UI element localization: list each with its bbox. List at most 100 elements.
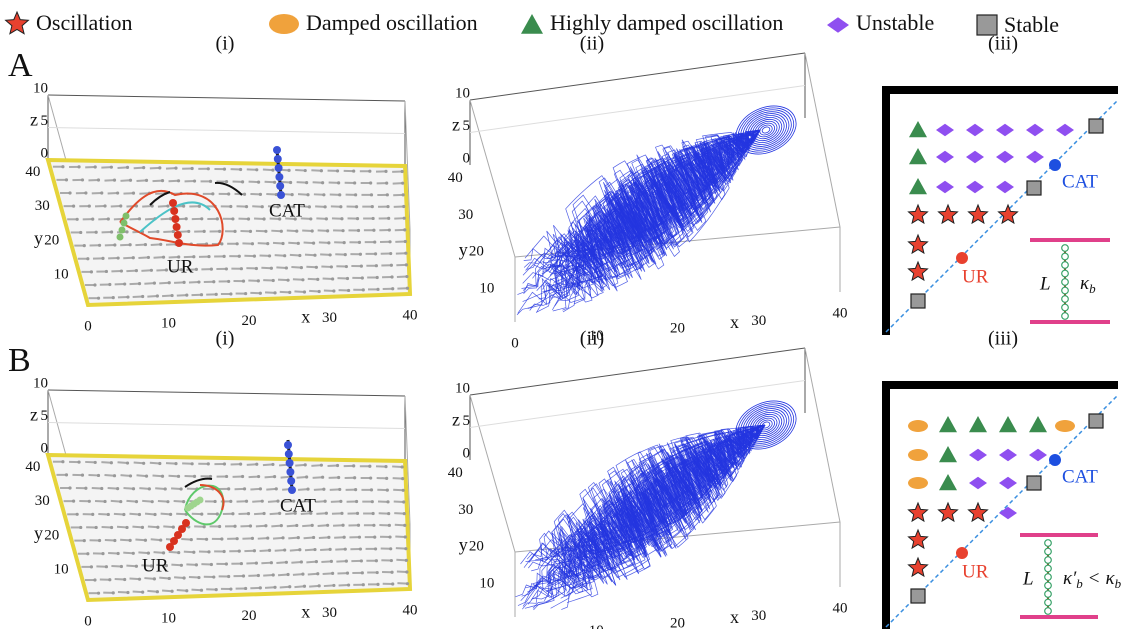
field-head <box>354 205 359 209</box>
field-head <box>239 561 243 566</box>
field-head <box>314 265 318 269</box>
field-head <box>279 229 283 233</box>
field-head <box>299 560 303 564</box>
limit-cycle <box>735 400 797 450</box>
field-head <box>141 590 145 594</box>
field-arrow <box>392 465 403 468</box>
field-head <box>402 500 406 504</box>
dot <box>122 212 130 220</box>
field-head <box>390 275 394 279</box>
field-head <box>93 283 97 287</box>
field-head <box>337 475 341 480</box>
field-head <box>96 473 101 478</box>
field-head <box>307 205 312 209</box>
field-head <box>273 585 277 589</box>
box-edge <box>404 100 411 230</box>
field-arrow <box>147 525 158 529</box>
diamond-marker <box>1029 448 1047 462</box>
field-head <box>241 574 246 578</box>
field-head <box>271 573 275 577</box>
square-marker <box>1026 180 1042 196</box>
bead <box>1061 261 1069 269</box>
field-head <box>242 192 247 196</box>
field-arrow <box>136 179 147 182</box>
field-head <box>386 500 390 504</box>
square-marker <box>910 588 926 604</box>
field-head <box>93 165 97 169</box>
label: y <box>459 534 468 554</box>
field-head <box>391 582 395 586</box>
field-arrow <box>104 474 115 477</box>
field-head <box>354 193 358 197</box>
field-head <box>125 230 129 234</box>
diagonal <box>885 99 1119 333</box>
field-head <box>204 537 209 541</box>
star-marker <box>967 203 989 225</box>
field-arrow <box>307 277 318 281</box>
limit-cycle <box>742 111 790 149</box>
field-head <box>106 512 110 517</box>
field-head <box>80 473 85 477</box>
field-head <box>111 591 115 595</box>
trajectory <box>523 129 761 261</box>
limit-cycle <box>749 412 783 438</box>
label: (ii) <box>580 33 604 55</box>
label: 5 <box>41 408 49 424</box>
field-arrow <box>312 476 323 479</box>
label: 0 <box>84 613 92 629</box>
field-head <box>331 571 335 575</box>
label: 40 <box>25 459 40 475</box>
field-arrow <box>183 550 194 554</box>
field-head <box>218 524 222 529</box>
field-head <box>227 279 231 284</box>
field-head <box>159 538 163 542</box>
field-head <box>109 230 114 234</box>
field-head <box>77 165 81 169</box>
field-arrow <box>191 588 202 592</box>
field-head <box>373 535 377 539</box>
ellipse-marker <box>908 420 928 432</box>
field-head <box>126 295 130 299</box>
field-head <box>354 499 359 504</box>
field-arrow <box>141 269 152 272</box>
label: z <box>452 410 460 430</box>
field-arrow <box>269 512 280 516</box>
field-head <box>108 282 112 287</box>
field-head <box>212 280 216 284</box>
diamond-marker <box>966 123 984 137</box>
field-arrow <box>173 500 184 503</box>
field-head <box>233 524 237 528</box>
ellipse-marker <box>908 477 928 489</box>
field-head <box>86 257 90 261</box>
field-head <box>231 217 235 221</box>
field-head <box>290 193 294 197</box>
field-arrow <box>123 551 134 555</box>
field-head <box>182 500 186 504</box>
label: UR <box>962 561 989 582</box>
field-head <box>354 488 358 492</box>
field-head <box>266 536 270 540</box>
field-head <box>332 289 336 293</box>
label: (i) <box>216 33 235 55</box>
field-head <box>298 548 302 552</box>
label: z <box>30 405 38 425</box>
field-arrow <box>285 512 296 516</box>
field-head <box>244 204 249 209</box>
field-head <box>321 475 325 479</box>
diamond-marker <box>966 150 984 164</box>
field-head <box>344 264 348 269</box>
field-head <box>167 281 171 285</box>
dot <box>120 219 128 227</box>
field-head <box>122 512 126 517</box>
trajectory <box>543 424 766 601</box>
field-arrow <box>135 243 146 247</box>
field-head <box>293 217 297 221</box>
field-head <box>345 571 350 575</box>
field-head <box>103 204 107 208</box>
field-head <box>164 268 168 272</box>
ellipse-marker <box>908 449 928 461</box>
label: 0 <box>41 145 49 161</box>
field-head <box>403 535 407 539</box>
field-head <box>171 229 175 234</box>
triangle-marker <box>939 474 957 491</box>
